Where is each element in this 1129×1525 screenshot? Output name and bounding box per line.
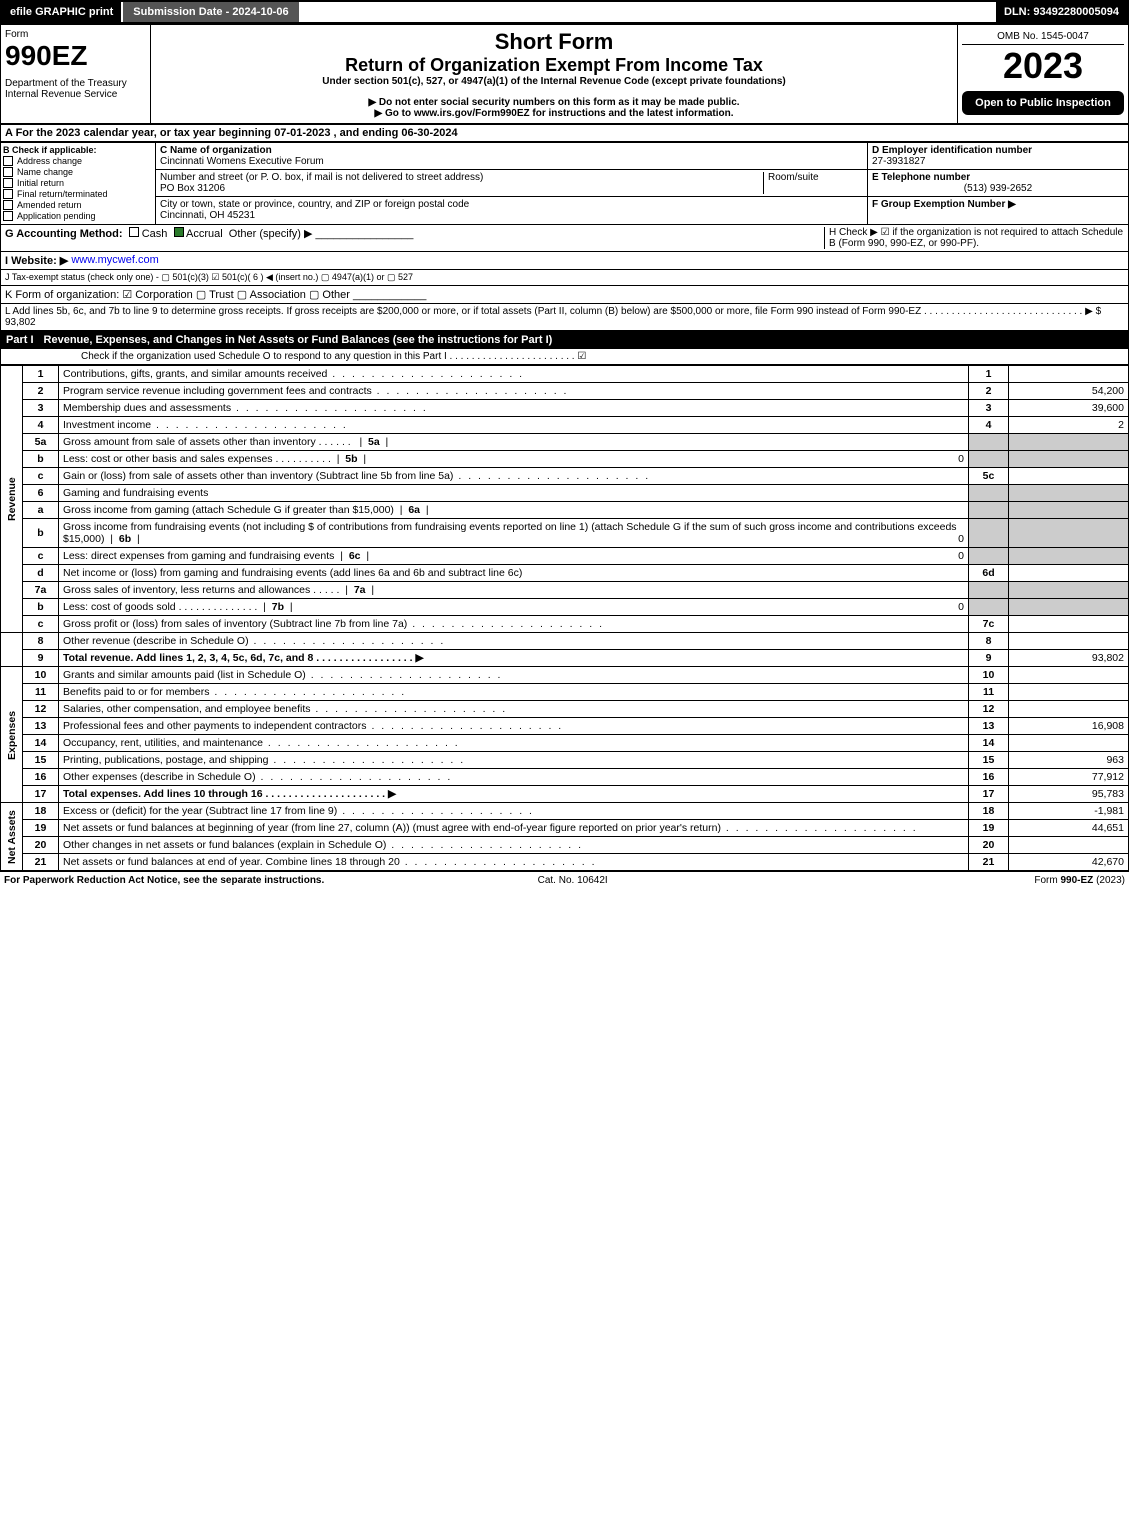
vlabel-expenses: Expenses xyxy=(1,667,23,803)
dln-label: DLN: 93492280005094 xyxy=(996,2,1127,22)
section-a-tax-year: A For the 2023 calendar year, or tax yea… xyxy=(0,124,1129,142)
header-center: Short Form Return of Organization Exempt… xyxy=(151,25,958,123)
subtitle: Under section 501(c), 527, or 4947(a)(1)… xyxy=(155,76,953,87)
city-label: City or town, state or province, country… xyxy=(160,199,469,210)
footer-form: Form 990-EZ (2023) xyxy=(1034,875,1125,886)
h-schedule-b: H Check ▶ ☑ if the organization is not r… xyxy=(824,227,1124,249)
line18-value: -1,981 xyxy=(1009,803,1129,820)
part1-check-o: Check if the organization used Schedule … xyxy=(0,349,1129,365)
checkbox-final-return[interactable] xyxy=(3,189,13,199)
checkbox-cash[interactable] xyxy=(129,227,139,237)
checkbox-application-pending[interactable] xyxy=(3,211,13,221)
warn-ssn: ▶ Do not enter social security numbers o… xyxy=(155,97,953,108)
g-label: G Accounting Method: xyxy=(5,228,123,240)
header-right: OMB No. 1545-0047 2023 Open to Public In… xyxy=(958,25,1128,123)
footer-catno: Cat. No. 10642I xyxy=(538,875,608,886)
row-k-form-org: K Form of organization: ☑ Corporation ▢ … xyxy=(0,286,1129,304)
street-value: PO Box 31206 xyxy=(160,183,225,194)
return-title: Return of Organization Exempt From Incom… xyxy=(155,55,953,76)
f-group-exemption: F Group Exemption Number ▶ xyxy=(872,199,1016,210)
part1-label: Part I xyxy=(6,334,34,346)
submission-date: Submission Date - 2024-10-06 xyxy=(123,2,298,22)
vlabel-netassets: Net Assets xyxy=(1,803,23,871)
checkbox-initial-return[interactable] xyxy=(3,178,13,188)
top-bar: efile GRAPHIC print Submission Date - 20… xyxy=(0,0,1129,24)
street-label: Number and street (or P. O. box, if mail… xyxy=(160,172,483,183)
e-phone-label: E Telephone number xyxy=(872,172,970,183)
info-grid: B Check if applicable: Address change Na… xyxy=(0,142,1129,225)
checkbox-address-change[interactable] xyxy=(3,156,13,166)
part1-lines-table: Revenue 1 Contributions, gifts, grants, … xyxy=(0,365,1129,871)
section-b-label: B Check if applicable: xyxy=(3,145,97,155)
line6c-value: 0 xyxy=(958,550,964,562)
city-value: Cincinnati, OH 45231 xyxy=(160,210,255,221)
row-j-tax-exempt: J Tax-exempt status (check only one) - ▢… xyxy=(0,270,1129,286)
form-number: 990EZ xyxy=(5,40,146,72)
line17-total-expenses: 95,783 xyxy=(1009,786,1129,803)
line7b-value: 0 xyxy=(958,601,964,613)
section-c: C Name of organization Cincinnati Womens… xyxy=(156,143,868,224)
page-footer: For Paperwork Reduction Act Notice, see … xyxy=(0,871,1129,889)
checkbox-accrual[interactable] xyxy=(174,227,184,237)
line9-total-revenue: 93,802 xyxy=(1009,650,1129,667)
d-ein-label: D Employer identification number xyxy=(872,145,1032,156)
row-l-gross-receipts: L Add lines 5b, 6c, and 7b to line 9 to … xyxy=(0,304,1129,331)
e-phone-value: (513) 939-2652 xyxy=(872,183,1124,194)
checkbox-name-change[interactable] xyxy=(3,167,13,177)
line15-value: 963 xyxy=(1009,752,1129,769)
dept-label: Department of the Treasury Internal Reve… xyxy=(5,78,146,100)
gross-receipts-value: 93,802 xyxy=(5,317,36,328)
line21-value: 42,670 xyxy=(1009,854,1129,871)
form-word: Form xyxy=(5,29,146,40)
short-form-title: Short Form xyxy=(155,29,953,55)
line1-value xyxy=(1009,366,1129,383)
form-header: Form 990EZ Department of the Treasury In… xyxy=(0,24,1129,124)
website-link[interactable]: www.mycwef.com xyxy=(71,254,158,267)
checkbox-amended-return[interactable] xyxy=(3,200,13,210)
row-g-h: G Accounting Method: Cash Accrual Other … xyxy=(0,225,1129,252)
line4-value: 2 xyxy=(1009,417,1129,434)
line5b-value: 0 xyxy=(958,453,964,465)
omb-number: OMB No. 1545-0047 xyxy=(962,29,1124,45)
line16-value: 77,912 xyxy=(1009,769,1129,786)
d-ein-value: 27-3931827 xyxy=(872,156,925,167)
line19-value: 44,651 xyxy=(1009,820,1129,837)
warn-link: ▶ Go to www.irs.gov/Form990EZ for instru… xyxy=(155,108,953,119)
line6b-value: 0 xyxy=(958,533,964,545)
line3-value: 39,600 xyxy=(1009,400,1129,417)
row-i-website: I Website: ▶ www.mycwef.com xyxy=(0,252,1129,270)
footer-paperwork: For Paperwork Reduction Act Notice, see … xyxy=(4,875,324,886)
open-to-public: Open to Public Inspection xyxy=(962,91,1124,115)
org-name: Cincinnati Womens Executive Forum xyxy=(160,156,324,167)
c-name-label: C Name of organization xyxy=(160,145,272,156)
part1-header: Part I Revenue, Expenses, and Changes in… xyxy=(0,331,1129,349)
section-b-checkboxes: B Check if applicable: Address change Na… xyxy=(1,143,156,224)
header-left: Form 990EZ Department of the Treasury In… xyxy=(1,25,151,123)
tax-year: 2023 xyxy=(962,45,1124,87)
line2-value: 54,200 xyxy=(1009,383,1129,400)
line13-value: 16,908 xyxy=(1009,718,1129,735)
efile-print-label[interactable]: efile GRAPHIC print xyxy=(2,2,121,22)
vlabel-revenue: Revenue xyxy=(1,366,23,633)
section-def: D Employer identification number 27-3931… xyxy=(868,143,1128,224)
part1-title: Revenue, Expenses, and Changes in Net As… xyxy=(44,334,553,346)
room-suite-label: Room/suite xyxy=(763,172,863,194)
